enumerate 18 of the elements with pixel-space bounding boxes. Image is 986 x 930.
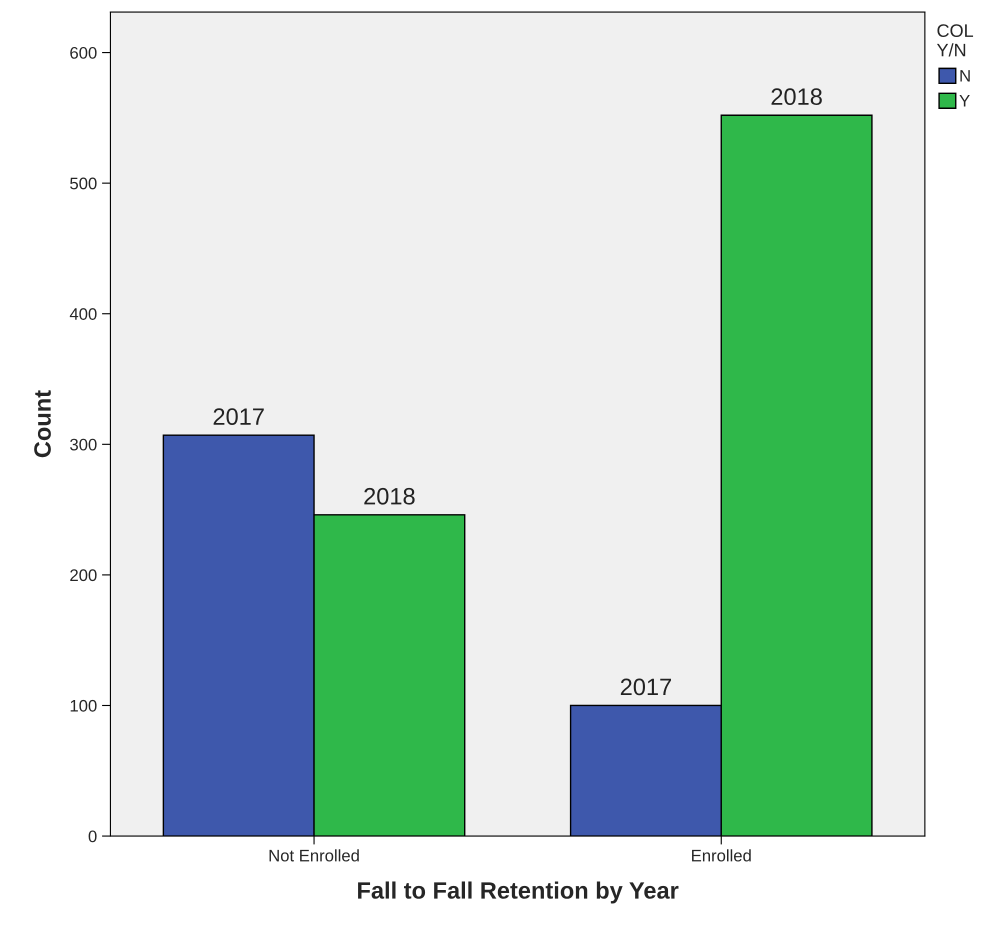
y-tick-label: 300 <box>70 438 97 451</box>
y-tick-label: 0 <box>88 830 97 842</box>
annotation: 2017 <box>620 678 672 696</box>
legend-title: COL Y/N <box>936 24 974 56</box>
y-tick-label: 100 <box>70 700 97 712</box>
x-tick-label: Not Enrolled <box>270 849 359 862</box>
y-tick-label: 200 <box>70 569 97 582</box>
annotation: 2017 <box>214 408 264 425</box>
x-axis-title: Fall to Fall Retention by Year <box>358 881 678 904</box>
annotation: 2018 <box>364 488 415 505</box>
legend-label: Y <box>959 95 970 106</box>
annotation: 2018 <box>772 88 822 106</box>
y-axis-title: Count <box>34 390 51 458</box>
y-tick-label: 500 <box>70 178 97 190</box>
y-tick-label: 600 <box>70 46 97 59</box>
legend-label: N <box>960 70 970 82</box>
x-tick-label: Enrolled <box>692 849 751 862</box>
y-tick-label: 400 <box>70 308 97 320</box>
